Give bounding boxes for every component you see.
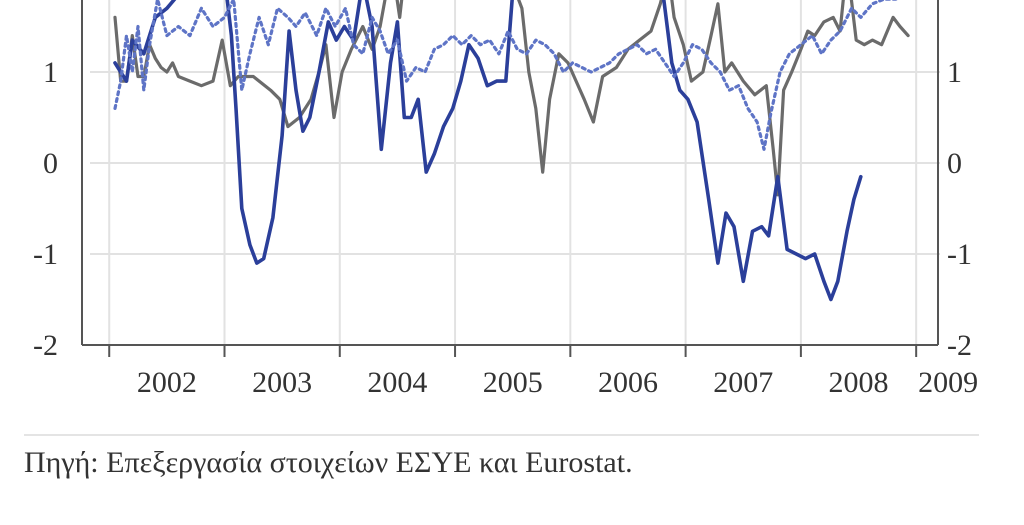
source-divider (24, 434, 979, 436)
x-tick-label: 2009 (918, 366, 978, 399)
axis-layer (81, 0, 939, 357)
line-chart: -2 -2 -1 -1 0 0 1 1 2002 2003 2004 2005 2006 2007 2008… (33, 0, 978, 399)
y-tick-label-right: -2 (947, 329, 972, 362)
y-tick-label-right: 1 (947, 56, 962, 89)
y-tick-label-left: -1 (33, 238, 58, 271)
series-line-1 (113, 0, 910, 197)
y-tick-label-left: -2 (33, 329, 58, 362)
x-tick-label: 2007 (713, 366, 773, 399)
y-tick-label-right: -1 (947, 238, 972, 271)
x-tick-label: 2008 (829, 366, 889, 399)
x-tick-label: 2003 (252, 366, 312, 399)
label-layer: -2 -2 -1 -1 0 0 1 1 2002 2003 2004 2005 2006 2007 2008… (33, 56, 978, 399)
source-note: Πηγή: Επεξεργασία στοιχείων ΕΣΥΕ και Eur… (24, 446, 633, 479)
series-layer (113, 0, 910, 302)
grid-layer (90, 0, 940, 345)
x-tick-label: 2005 (483, 366, 543, 399)
x-tick-label: 2004 (367, 366, 427, 399)
x-tick-label: 2006 (598, 366, 658, 399)
series-line-2 (113, 0, 863, 302)
x-tick-label: 2002 (137, 366, 197, 399)
y-tick-label-right: 0 (947, 147, 962, 180)
y-tick-label-left: 0 (43, 147, 58, 180)
series-line-3 (113, 0, 898, 151)
y-tick-label-left: 1 (43, 56, 58, 89)
